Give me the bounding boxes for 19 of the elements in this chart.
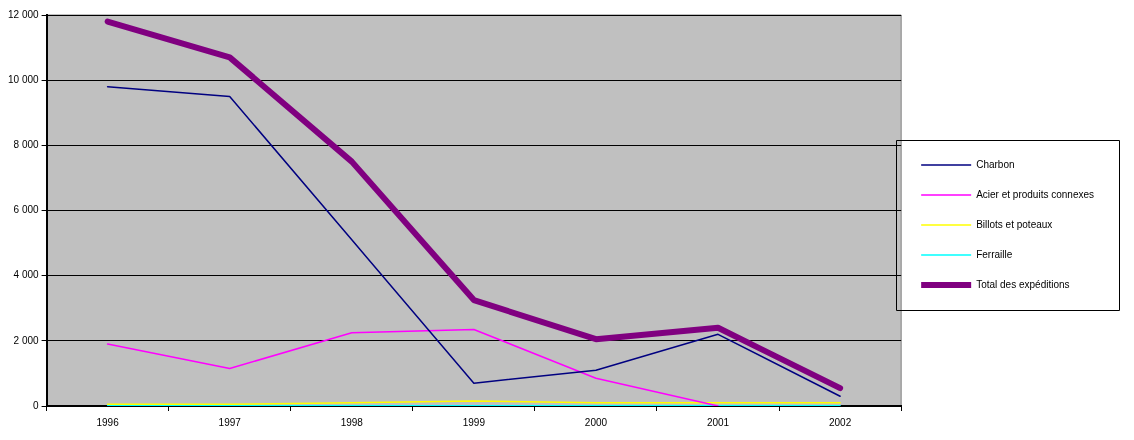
x-tick-label: 2000: [584, 416, 608, 428]
x-tick-label: 1996: [96, 416, 120, 428]
x-tick-label: 1999: [462, 416, 486, 428]
legend-label: Acier et produits connexes: [976, 188, 1094, 200]
y-tick-label: 0: [33, 399, 40, 411]
y-tick-label: 10 000: [7, 73, 40, 85]
x-tick-label: 2001: [706, 416, 730, 428]
y-tick-label: 6 000: [13, 204, 40, 216]
legend-label: Total des expéditions: [976, 278, 1070, 290]
y-tick-label: 2 000: [13, 334, 40, 346]
legend-label: Charbon: [976, 158, 1015, 170]
legend-label: Ferraille: [976, 248, 1013, 260]
x-tick-label: 1997: [218, 416, 242, 428]
legend-label: Billots et poteaux: [976, 218, 1053, 230]
x-tick-label: 1998: [340, 416, 364, 428]
y-tick-label: 4 000: [13, 269, 40, 281]
y-tick-label: 8 000: [13, 139, 40, 151]
x-tick-label: 2002: [828, 416, 852, 428]
y-tick-label: 12 000: [7, 8, 40, 20]
